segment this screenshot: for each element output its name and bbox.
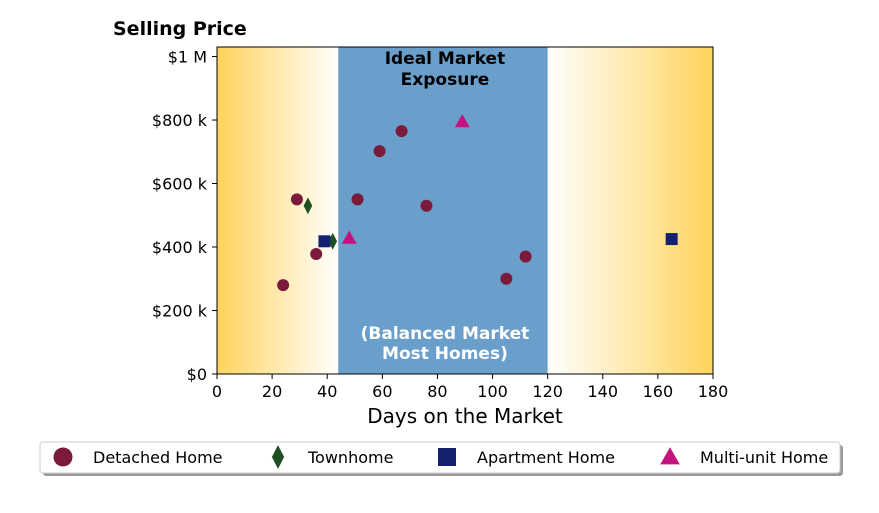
x-tick-label-6: 120 — [532, 382, 563, 401]
x-tick-label-4: 80 — [427, 382, 447, 401]
point-townhome-1 — [328, 232, 338, 250]
x-tick-label-3: 60 — [372, 382, 392, 401]
point-detached-home-2 — [310, 247, 323, 260]
low-exposure-band — [217, 47, 339, 374]
legend-marker-multi-unit-home — [660, 447, 680, 465]
legend-label-apartment-home: Apartment Home — [477, 448, 615, 467]
x-tick-label-8: 160 — [643, 382, 674, 401]
point-detached-home-6 — [420, 199, 433, 212]
legend: Detached Home Townhome Apartment Home Multi… — [39, 441, 843, 476]
x-tick-label-0: 0 — [212, 382, 222, 401]
point-detached-home-1 — [290, 193, 303, 206]
data-points — [277, 114, 678, 292]
point-detached-home-4 — [373, 145, 386, 158]
legend-marker-detached-home — [53, 447, 73, 467]
annotation-top-line-2: Exposure — [401, 70, 490, 90]
y-tick-label-2: $400 k — [152, 238, 208, 257]
annotation-bottom-line-2: Most Homes) — [382, 344, 508, 364]
legend-marker-townhome — [271, 445, 285, 469]
chart-title: Selling Price — [113, 18, 247, 40]
x-tick-label-2: 40 — [317, 382, 337, 401]
legend-marker-apartment-home — [438, 448, 456, 466]
x-tick-label-1: 20 — [262, 382, 282, 401]
point-townhome-0 — [303, 197, 313, 215]
annotation-bottom-line-1: (Balanced Market — [361, 324, 530, 344]
ideal-exposure-band — [338, 47, 548, 374]
point-multi-unit-home-1 — [454, 114, 470, 128]
legend-items: Detached Home Townhome Apartment Home Multi… — [53, 445, 828, 469]
y-tick-label-1: $200 k — [152, 302, 208, 321]
legend-label-multi-unit-home: Multi-unit Home — [700, 448, 828, 467]
point-detached-home-5 — [395, 125, 408, 138]
y-tick-label-4: $800 k — [152, 111, 208, 130]
high-exposure-band — [547, 47, 713, 374]
y-tick-label-0: $0 — [187, 365, 207, 384]
point-detached-home-3 — [351, 193, 364, 206]
y-tick-label-3: $600 k — [152, 175, 208, 194]
legend-label-townhome: Townhome — [307, 448, 393, 467]
point-detached-home-7 — [500, 272, 513, 285]
x-tick-label-7: 140 — [588, 382, 619, 401]
y-tick-label-5: $1 M — [168, 48, 207, 67]
x-axis-label: Days on the Market — [367, 404, 563, 428]
x-tick-label-5: 100 — [477, 382, 508, 401]
annotation-top-line-1: Ideal Market — [385, 49, 506, 69]
point-apartment-home-1 — [665, 233, 678, 246]
x-tick-label-9: 180 — [698, 382, 729, 401]
point-multi-unit-home-0 — [341, 230, 357, 244]
point-apartment-home-0 — [318, 235, 331, 248]
plot-background — [217, 47, 713, 374]
axes: 0 20 40 60 80 100 120 140 160 180 $0 $200 k $400 k $6… — [152, 46, 729, 401]
point-detached-home-0 — [277, 279, 290, 292]
plot-frame — [216, 46, 714, 375]
legend-label-detached-home: Detached Home — [93, 448, 223, 467]
annotations: Ideal Market Exposure (Balanced Market M… — [361, 49, 530, 364]
point-detached-home-8 — [519, 250, 532, 263]
